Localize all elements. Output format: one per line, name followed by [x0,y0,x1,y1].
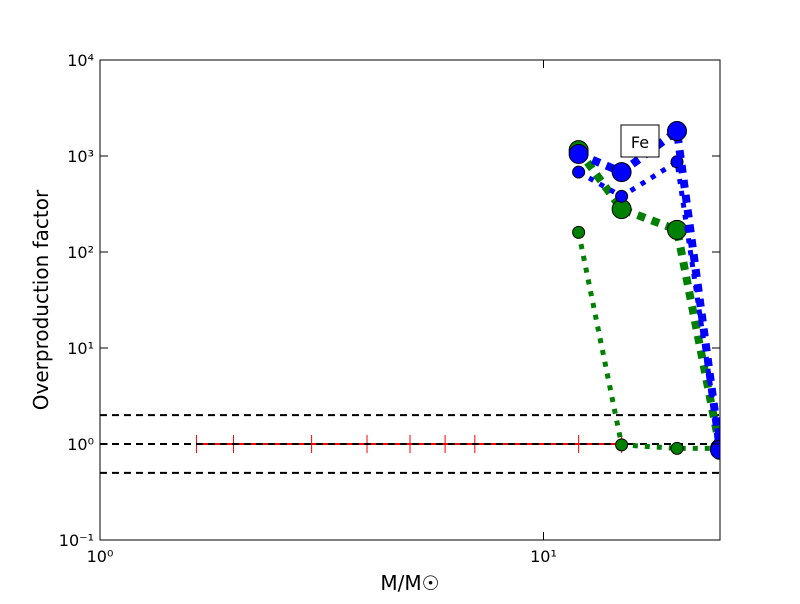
point [611,162,632,183]
plot-frame [99,59,721,541]
x-axis-label: M/M☉ [380,571,439,595]
point [667,219,688,240]
point [667,121,688,142]
point [615,438,629,452]
annotation-box [620,124,660,158]
point [572,225,586,239]
plot-area [100,60,720,540]
y-tick-label: 10³ [67,147,94,166]
y-tick-label: 10⁰ [67,435,94,454]
series-line [575,147,720,450]
plot-layer [100,121,720,474]
series-line [577,157,720,451]
y-tick-label: 10⁻¹ [59,531,94,550]
point [568,143,589,164]
x-tick-label: 10⁰ [87,547,114,566]
point [615,189,629,203]
point [670,441,684,455]
x-tick-label: 10¹ [530,547,557,566]
y-tick-label: 10² [67,243,94,262]
y-tick-label: 10⁴ [67,51,94,70]
y-tick-label: 10¹ [67,339,94,358]
point [710,439,720,460]
series-line [576,231,720,451]
y-axis-label: Overproduction factor [29,189,53,410]
point [572,165,586,179]
annotation: Fe [631,133,649,152]
